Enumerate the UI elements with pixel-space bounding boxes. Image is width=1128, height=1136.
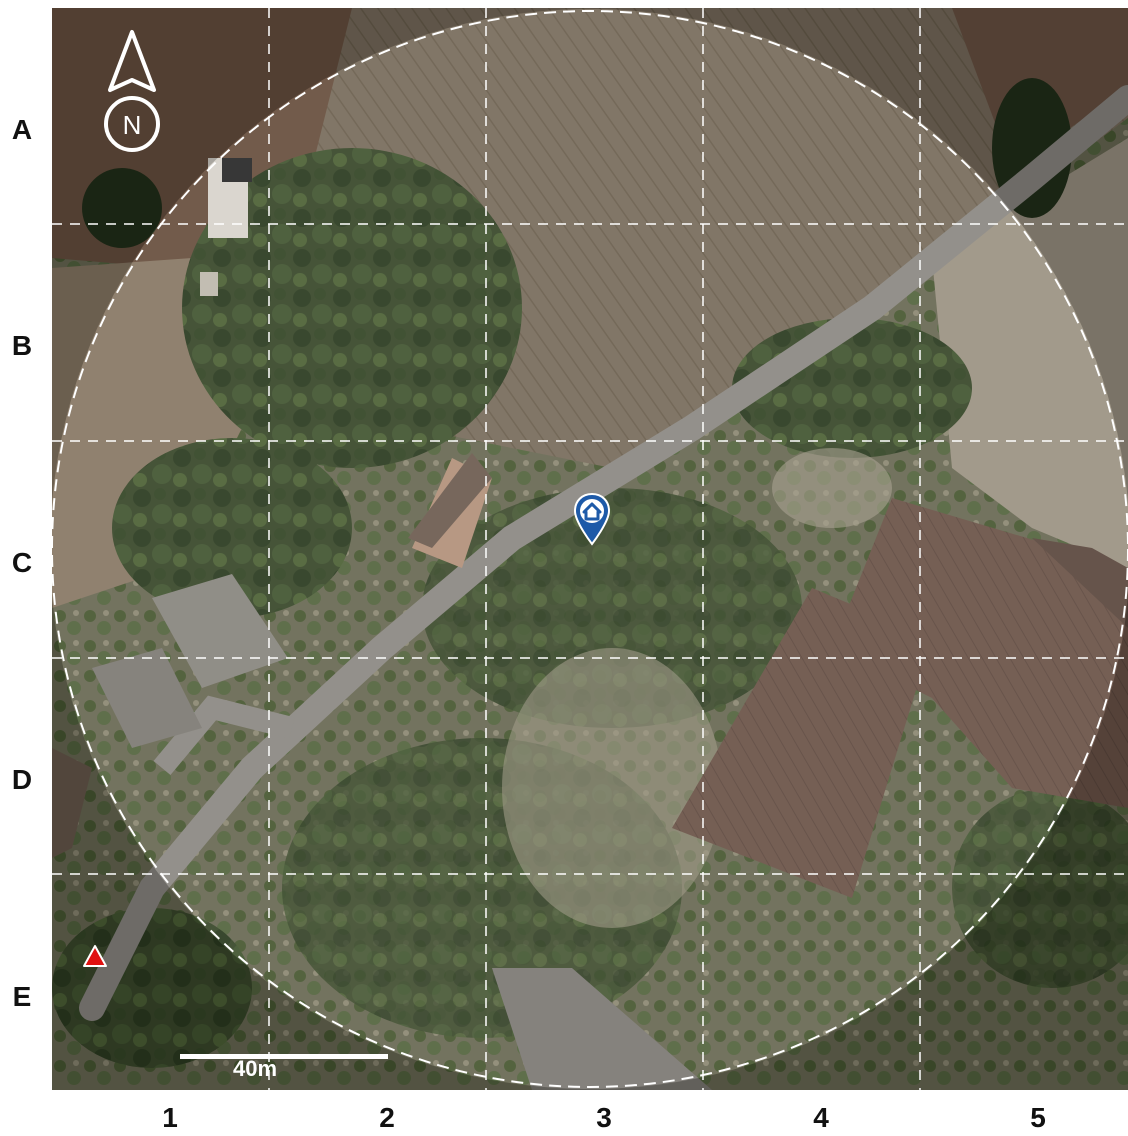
col-label-2: 2 [379, 1102, 395, 1133]
scale-bar [180, 1054, 388, 1059]
row-label-c: C [11, 547, 33, 578]
red-triangle-icon[interactable] [82, 944, 108, 968]
grid-overlay [52, 8, 1128, 1090]
north-label: N [123, 110, 142, 140]
satellite-map[interactable]: N [52, 8, 1128, 1090]
col-label-1: 1 [162, 1102, 178, 1133]
col-label-3: 3 [596, 1102, 612, 1133]
row-label-a: A [11, 114, 33, 145]
row-label-d: D [11, 764, 33, 795]
col-label-4: 4 [813, 1102, 829, 1133]
scale-label: 40m [232, 1056, 278, 1081]
radius-circle [52, 10, 1128, 1088]
col-label-5: 5 [1030, 1102, 1046, 1133]
home-pin-icon[interactable] [572, 492, 612, 548]
satellite-imagery [52, 8, 1128, 1090]
row-label-e: E [12, 981, 32, 1012]
north-arrow-icon: N [104, 30, 160, 152]
row-label-b: B [11, 330, 33, 361]
